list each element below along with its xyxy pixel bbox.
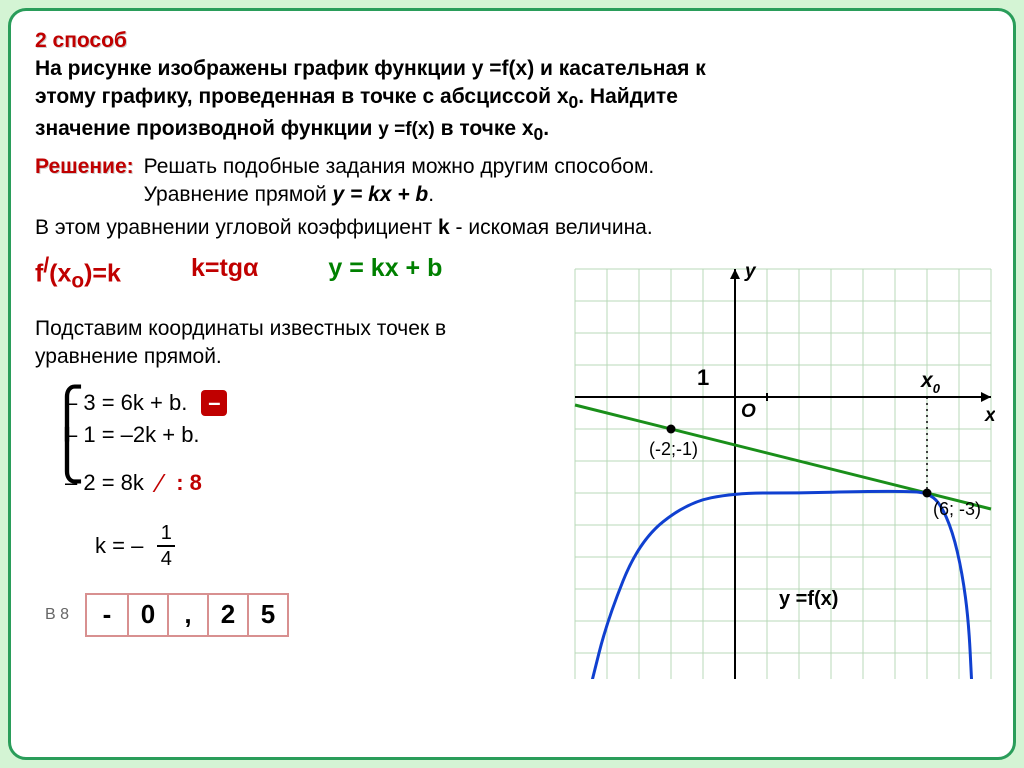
frac-bot: 4 [161,549,172,569]
task-code: В 8 [45,606,69,624]
svg-text:1: 1 [697,365,709,390]
problem-line2: этому графику, проведенная в точке с абс… [35,85,569,108]
slash-icon: ⁄ [158,468,162,499]
svg-text:у =f(x): у =f(x) [779,588,838,610]
sol3a: В этом уравнении угловой коэффициент [35,216,438,239]
substitution-text: Подставим координаты известных точек в у… [35,315,475,372]
eq2: – 1 = –2k + b. [65,422,200,448]
graph-svg: O 1 y x x0 (-2;-1) (6; -3) у =f(x) [565,259,995,679]
answer-cell: 5 [247,595,287,635]
problem-line1: На рисунке изображены график функции у =… [35,57,706,80]
method-title: 2 способ [35,29,995,53]
formula-line: y = kx + b [328,254,442,293]
svg-text:x0: x0 [920,369,941,396]
svg-text:x: x [984,405,995,426]
formula-ktg: k=tgα [191,254,258,293]
problem-fn: у =f(x) [378,119,435,140]
f1c: (x [49,259,71,287]
solution-text1: Решать подобные задания можно другим спо… [144,153,655,181]
problem-line3: значение производной функции [35,117,378,140]
graph-panel: O 1 y x x0 (-2;-1) (6; -3) у =f(x) [565,259,995,679]
svg-text:(6; -3): (6; -3) [933,499,981,519]
f1e: )=k [84,259,121,287]
answer-cell: 0 [127,595,167,635]
svg-text:O: O [741,401,756,422]
problem-line2-end: . Найдите [578,85,678,108]
solution-text2: Уравнение прямой у = kx + b. [144,181,655,209]
solution-line3: В этом уравнении угловой коэффициент k -… [35,216,995,240]
answer-box: -0,25 [85,593,289,637]
solution-row1: Решение: Решать подобные задания можно д… [35,153,995,210]
answer-cell: - [87,595,127,635]
frac-top: 1 [161,523,172,543]
problem-line3-end: в точке х [435,117,534,140]
answer-cell: 2 [207,595,247,635]
slide-frame: 2 способ На рисунке изображены график фу… [8,8,1016,760]
fraction: 1 4 [157,523,175,569]
sol3b: k [438,216,450,239]
formula-derivative: f/(xo)=k [35,254,121,293]
sol-line2c: . [428,183,434,206]
svg-text:(-2;-1): (-2;-1) [649,439,698,459]
problem-statement: На рисунке изображены график функции у =… [35,55,995,147]
sub-x0-2: 0 [534,124,544,144]
div8: : 8 [176,470,202,496]
solution-label: Решение: [35,155,134,179]
brace-icon: ⎧⎩ [49,392,85,478]
k-eq: k = – [95,533,143,559]
answer-cell: , [167,595,207,635]
f1d: o [71,269,84,292]
sub-x0-1: 0 [569,93,579,113]
sol-line2b: у = kx + b [333,183,429,206]
sol3c: - искомая величина. [450,216,653,239]
problem-dot: . [543,117,549,140]
minus-badge: – [201,390,227,416]
sol-line2a: Уравнение прямой [144,183,333,206]
frac-bar [157,545,175,547]
svg-text:y: y [744,261,757,282]
content-area: 2 способ На рисунке изображены график фу… [35,29,995,739]
